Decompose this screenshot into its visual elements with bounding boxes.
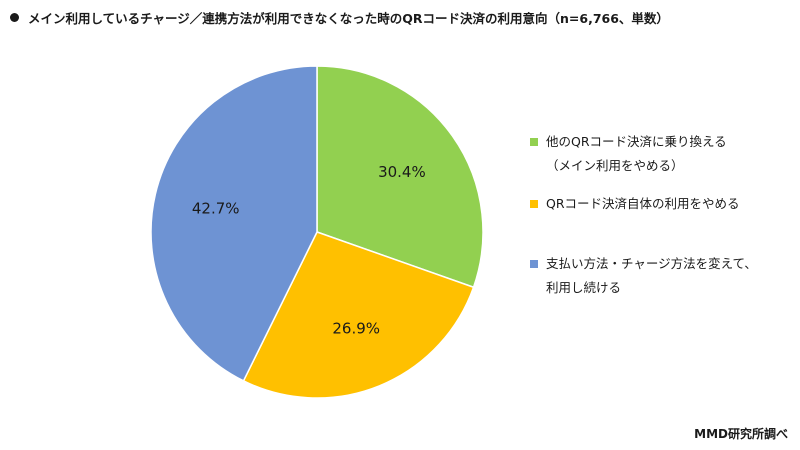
pie-slice-quit	[242, 231, 475, 399]
pie-value-label-change-method: 42.7%	[192, 199, 240, 217]
legend-label-switch: 他のQRコード決済に乗り換える	[546, 134, 727, 149]
legend-swatch-quit	[530, 200, 538, 208]
legend-swatch-switch	[530, 138, 538, 146]
pie-slice-change-method	[150, 65, 318, 382]
chart-title-row: メイン利用しているチャージ／連携方法が利用できなくなった時のQRコード決済の利用…	[10, 8, 669, 27]
legend-item-change-method: 支払い方法・チャージ方法を変えて、 利用し続ける	[528, 252, 790, 300]
legend-label-quit: QRコード決済自体の利用をやめる	[546, 196, 740, 211]
legend-sublabel-change-method: 利用し続ける	[546, 280, 622, 295]
pie-value-label-switch: 30.4%	[378, 163, 426, 181]
title-bullet-icon	[10, 13, 19, 22]
legend-item-quit: QRコード決済自体の利用をやめる	[528, 192, 790, 216]
legend-label-change-method: 支払い方法・チャージ方法を変えて、	[546, 256, 757, 271]
pie-value-label-quit: 26.9%	[332, 319, 380, 337]
legend-sublabel-switch: （メイン利用をやめる）	[546, 158, 684, 173]
pie-slices	[150, 65, 484, 399]
pie-value-labels: 30.4% 26.9% 42.7%	[192, 163, 426, 337]
pie-slice-switch	[316, 65, 484, 289]
source-note: MMD研究所調べ	[694, 427, 788, 441]
chart-legend: 他のQRコード決済に乗り換える （メイン利用をやめる） QRコード決済自体の利用…	[528, 130, 790, 300]
legend-swatch-change-method	[530, 260, 538, 268]
legend-item-switch: 他のQRコード決済に乗り換える （メイン利用をやめる）	[528, 130, 790, 178]
chart-title: メイン利用しているチャージ／連携方法が利用できなくなった時のQRコード決済の利用…	[28, 11, 669, 26]
